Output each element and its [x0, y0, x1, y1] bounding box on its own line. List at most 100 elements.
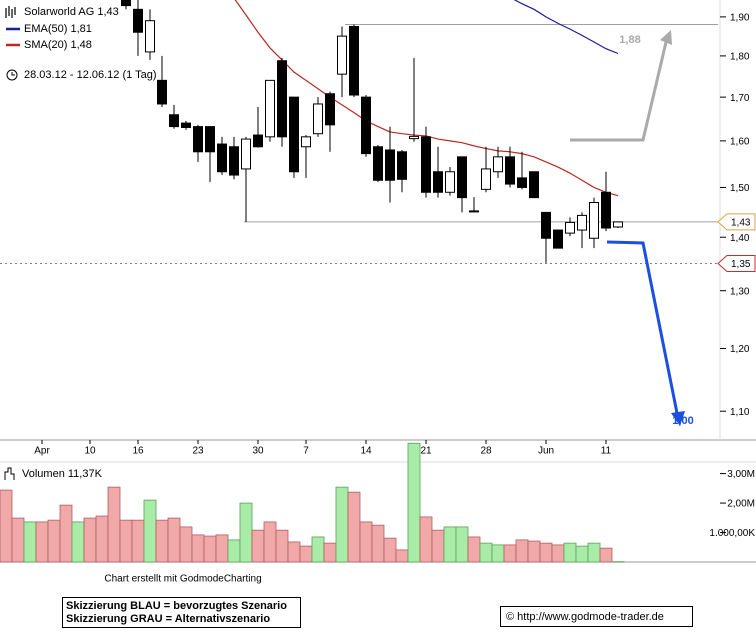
y-tick-label: 1,20 — [730, 344, 750, 355]
volume-bar — [431, 529, 445, 563]
clock-icon — [6, 69, 18, 81]
volume-bar — [47, 519, 61, 563]
candle-body — [373, 146, 383, 181]
candle-body — [169, 114, 179, 128]
volume-bar — [527, 540, 541, 563]
candle-body — [541, 211, 551, 239]
axes: 1,10 1,20 1,30 1,40 1,50 1,60 1,70 1,80 1,90 Apr 1… — [0, 0, 756, 563]
x-tick-label: 30 — [252, 446, 264, 457]
volume-bar — [599, 547, 613, 563]
last-price: 1,43 — [97, 6, 118, 18]
candle-body — [277, 60, 287, 138]
candle-body — [181, 122, 191, 128]
volume-bar — [443, 526, 457, 563]
x-tick-label: 7 — [303, 446, 309, 457]
volume-bar — [467, 536, 481, 563]
target-label: 1,88 — [619, 34, 640, 46]
volume-legend: Volumen 11,37K — [4, 467, 103, 480]
candle-body — [577, 214, 587, 231]
volume-bar — [335, 486, 349, 563]
volume-bar — [563, 542, 577, 563]
volume-bar — [95, 515, 109, 563]
legend-value: 1,48 — [70, 39, 91, 51]
price-tag-label: 1,43 — [731, 218, 751, 229]
volume-bar — [515, 539, 529, 563]
volume-bar — [299, 545, 313, 563]
ma-line — [513, 0, 619, 55]
y-tick-label: 1,60 — [730, 137, 750, 148]
candle-body — [457, 156, 467, 199]
legend-entry: EMA(50) 1,81 — [24, 23, 92, 35]
volume-bar — [131, 519, 145, 563]
x-tick-label: 10 — [84, 446, 96, 457]
volume-bar — [407, 442, 421, 563]
x-tick-label: 16 — [132, 446, 144, 457]
volume-bar — [83, 517, 97, 563]
volume-bar — [587, 542, 601, 563]
candle-body — [613, 221, 623, 228]
y-tick-label: 1,70 — [730, 93, 750, 104]
volume-bar — [203, 535, 217, 563]
price-tag — [717, 213, 756, 231]
x-tick-label: 28 — [480, 446, 492, 457]
legend-entry: SMA(20) 1,48 — [24, 39, 92, 51]
volume-bar — [11, 517, 25, 563]
x-tick-label: 11 — [601, 446, 612, 457]
candle-body — [433, 171, 443, 193]
y-tick-label: 1,90 — [730, 13, 750, 24]
volume-bar — [311, 536, 325, 563]
candle-body — [241, 138, 251, 170]
candle-body — [313, 103, 323, 135]
candle-body — [253, 134, 263, 148]
volume-bar — [575, 545, 589, 563]
volume-bar — [611, 561, 625, 563]
volume-bar — [263, 521, 277, 563]
volume-bar — [287, 541, 301, 563]
volume-bar — [215, 534, 229, 563]
candle-body — [601, 191, 611, 229]
volume-tick-label: 3,00M — [727, 469, 755, 480]
volume-bar — [179, 526, 193, 563]
volume-panel — [0, 442, 625, 563]
candle-body — [145, 20, 155, 53]
gray-scenario-arrow — [570, 37, 669, 142]
candle-body — [409, 135, 419, 140]
candle-body — [505, 156, 515, 185]
x-tick-label: 21 — [420, 446, 432, 457]
candle-body — [337, 35, 347, 75]
volume-bar — [371, 524, 385, 563]
volume-bar — [239, 502, 253, 563]
volume-bar — [479, 542, 493, 563]
x-tick-label: 14 — [360, 446, 372, 457]
volume-legend-text: Volumen 11,37K — [22, 468, 103, 480]
candle-body — [385, 149, 395, 181]
candle-body — [481, 168, 491, 190]
volume-icon — [4, 467, 15, 480]
candle-icon — [5, 6, 16, 18]
candle-body — [421, 136, 431, 193]
candle-body — [193, 126, 203, 153]
volume-bar — [119, 519, 133, 563]
y-tick-label: 1,30 — [730, 286, 750, 297]
y-tick-label: 1,40 — [730, 233, 750, 244]
candle-body — [469, 210, 479, 213]
volume-bar — [539, 542, 553, 563]
volume-tick-label: 1.000,00K — [709, 528, 755, 539]
volume-bar — [455, 526, 469, 563]
url-box — [500, 606, 693, 627]
date-range: 28.03.12 - 12.06.12 (1 Tag) — [24, 69, 157, 81]
volume-bar — [23, 521, 37, 563]
x-tick-label: 23 — [192, 446, 204, 457]
candle-body — [205, 126, 215, 153]
y-tick-label: 1,50 — [730, 183, 750, 194]
volume-bar — [503, 544, 517, 563]
volume-bar — [347, 491, 361, 563]
volume-bar — [0, 489, 13, 563]
candle-body — [493, 156, 503, 173]
legend: Solarworld AG 1,43 EMA(50) 1,81 SMA(20) … — [5, 6, 157, 81]
candle-body — [121, 0, 131, 7]
volume-bar — [167, 517, 181, 563]
volume-bar — [359, 521, 373, 563]
candle-body — [445, 171, 455, 193]
candle-body — [157, 79, 167, 105]
